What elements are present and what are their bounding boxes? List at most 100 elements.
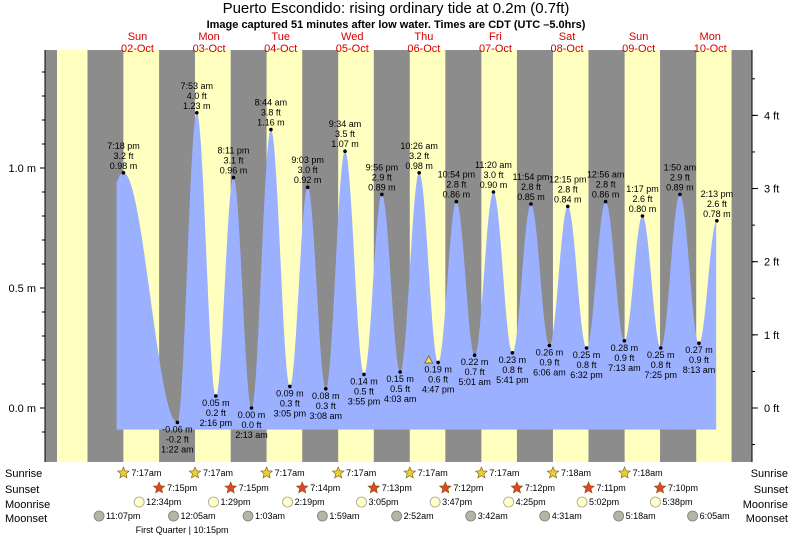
low-tide-label: 0.25 m [647,350,675,360]
high-tide-marker [565,204,570,209]
low-tide-label: -0.06 m [162,424,193,434]
low-tide-label: 0.3 ft [316,401,337,411]
moonset-row-label-left: Moonset [5,513,47,525]
low-tide-label: 0.9 ft [539,358,560,368]
low-tide-label: 0.14 m [350,376,378,386]
sunset-star-icon [295,481,309,494]
day-header-weekday: Mon [700,31,721,43]
high-tide-label: 3.2 ft [113,151,134,161]
day-header-date: 09-Oct [622,43,655,55]
moonrise-time: 1:29pm [220,497,250,507]
moonrise-moon-icon [503,496,515,508]
low-tide-label: 0.25 m [573,350,601,360]
high-tide-label: 2.8 ft [521,182,542,192]
sunrise-time: 7:17am [203,468,233,478]
day-header-date: 06-Oct [407,43,440,55]
high-tide-label: 2.6 ft [632,194,653,204]
header: Puerto Escondido: rising ordinary tide a… [207,0,586,31]
sunrise-star-icon [331,466,345,479]
low-tide-label: 0.19 m [424,364,452,374]
low-tide-label: 5:01 am [458,377,491,387]
day-header-weekday: Mon [198,31,219,43]
moonset-row-label-right: Moonset [746,513,788,525]
high-tide-label: 2:13 pm [701,189,734,199]
low-tide-marker [547,343,552,348]
right-axis-tick-label: 2 ft [764,257,779,269]
low-tide-label: 0.26 m [536,348,564,358]
chart-title: Puerto Escondido: rising ordinary tide a… [223,0,570,17]
low-tide-label: 0.05 m [202,398,230,408]
tide-curve-area [116,113,717,430]
low-tide-label: 2:13 am [235,430,268,440]
sunset-time: 7:15pm [167,483,197,493]
high-tide-label: 0.89 m [666,182,694,192]
sunset-time: 7:14pm [310,483,340,493]
moonset-time: 4:31am [552,511,582,521]
right-axis-tick-label: 4 ft [764,110,779,122]
high-tide-marker [380,192,384,197]
low-tide-label: 3:05 pm [274,408,307,418]
high-tide-marker [678,192,682,197]
moonset-moon-icon [539,510,551,522]
moonrise-time: 5:02pm [589,497,619,507]
day-header-date: 03-Oct [193,43,226,55]
day-header-weekday: Wed [341,31,363,43]
moonset-time: 1:59am [329,511,359,521]
high-tide-marker [343,149,347,153]
high-tide-marker [640,214,645,218]
high-tide-label: 0.78 m [703,209,731,219]
sunrise-time: 7:17am [489,468,519,478]
moonrise-time: 3:47pm [442,497,472,507]
sunset-time: 7:13pm [382,483,412,493]
high-tide-marker [529,202,533,206]
low-tide-marker [584,346,589,350]
low-tide-label: 0.8 ft [651,360,672,370]
low-tide-label: 6:32 pm [570,370,603,380]
high-tide-label: 11:54 pm [513,172,550,182]
low-tide-label: 6:06 am [533,368,566,378]
moon-phase-label: First Quarter | 10:15pm [136,525,229,535]
low-tide-label: 4:47 pm [422,384,455,394]
high-tide-label: 10:54 pm [438,170,476,180]
high-tide-label: 3.0 ft [483,170,504,180]
day-header-weekday: Sun [128,31,148,43]
sunset-star-icon [224,481,238,494]
low-tide-marker [288,384,292,389]
moonrise-moon-icon [282,496,293,508]
low-tide-marker [249,406,254,410]
high-tide-label: 8:44 am [255,98,288,108]
low-tide-label: 0.5 ft [390,384,411,394]
low-tide-label: 0.08 m [312,391,340,401]
high-tide-label: 1.07 m [331,139,359,149]
sunrise-row-label-left: Sunrise [5,468,42,480]
low-tide-marker [622,339,627,343]
high-tide-marker [491,190,496,194]
moonset-moon-icon [242,510,254,522]
sunrise-star-icon [116,466,130,479]
right-edge-band [740,50,752,462]
moonset-time: 3:42am [478,511,508,521]
moonset-time: 6:05am [700,511,730,521]
high-tide-label: 7:18 pm [107,141,140,151]
sunrise-star-icon [618,466,632,479]
sunset-star-icon [510,481,524,494]
high-tide-marker [715,219,719,223]
right-axis-tick-label: 1 ft [764,330,779,342]
low-tide-label: 0.7 ft [465,367,486,377]
low-tide-marker [175,420,180,425]
high-tide-label: 0.89 m [368,182,396,192]
sunset-star-icon [152,481,166,494]
low-tide-label: 0.23 m [499,355,527,365]
high-tide-label: 1.23 m [183,101,211,111]
sunset-star-icon [653,481,667,494]
day-header-weekday: Tue [271,31,290,43]
sunrise-star-icon [403,466,417,479]
moonset-time: 1:03am [255,511,285,521]
moonrise-time: 3:05pm [368,497,398,507]
tide-curve-layer [116,113,717,430]
sunset-row-label-left: Sunset [5,484,39,496]
low-tide-marker [362,372,366,377]
moonrise-moon-icon [356,496,367,508]
tide-labels: 7:18 pm3.2 ft0.98 m-0.06 m-0.2 ft1:22 am… [107,81,733,455]
sunrise-time: 7:18am [561,468,591,478]
